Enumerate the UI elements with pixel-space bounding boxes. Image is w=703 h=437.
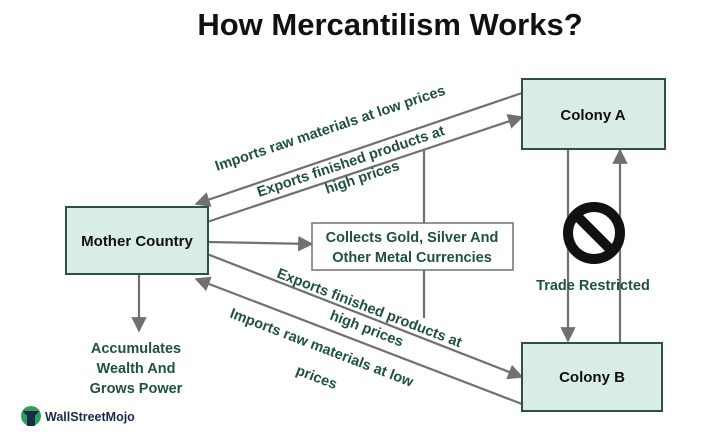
accumulates-line3: Grows Power <box>90 381 183 397</box>
colony-a-box <box>521 78 666 150</box>
colony-b-label: Colony B <box>559 369 625 386</box>
wallstreetmojo-logo-icon <box>21 406 41 426</box>
collects-label-line1: Collects Gold, Silver And <box>326 230 499 246</box>
arrow-imports-from-colony-b <box>194 276 523 406</box>
mother-country-box <box>65 206 209 275</box>
diagram-title: How Mercantilism Works? <box>197 7 582 42</box>
accumulates-line1: Accumulates <box>91 341 181 357</box>
no-entry-icon <box>563 202 625 264</box>
arrow-exports-to-colony-b <box>206 252 524 380</box>
arrow-to-collects <box>207 236 314 252</box>
trade-restricted-label: Trade Restricted <box>536 278 650 294</box>
collects-box <box>311 222 514 271</box>
colony-b-box <box>521 342 663 412</box>
mother-country-label: Mother Country <box>81 233 193 250</box>
colony-a-label: Colony A <box>560 107 625 124</box>
arrow-imports-from-colony-a <box>194 91 523 207</box>
arrow-exports-to-colony-a <box>206 114 524 224</box>
label-imports-from-colony-b-line2: prices <box>294 363 340 393</box>
logo-text: WallStreetMojo <box>45 410 135 424</box>
collects-label-line2: Other Metal Currencies <box>332 250 492 266</box>
accumulates-line2: Wealth And <box>97 361 176 377</box>
